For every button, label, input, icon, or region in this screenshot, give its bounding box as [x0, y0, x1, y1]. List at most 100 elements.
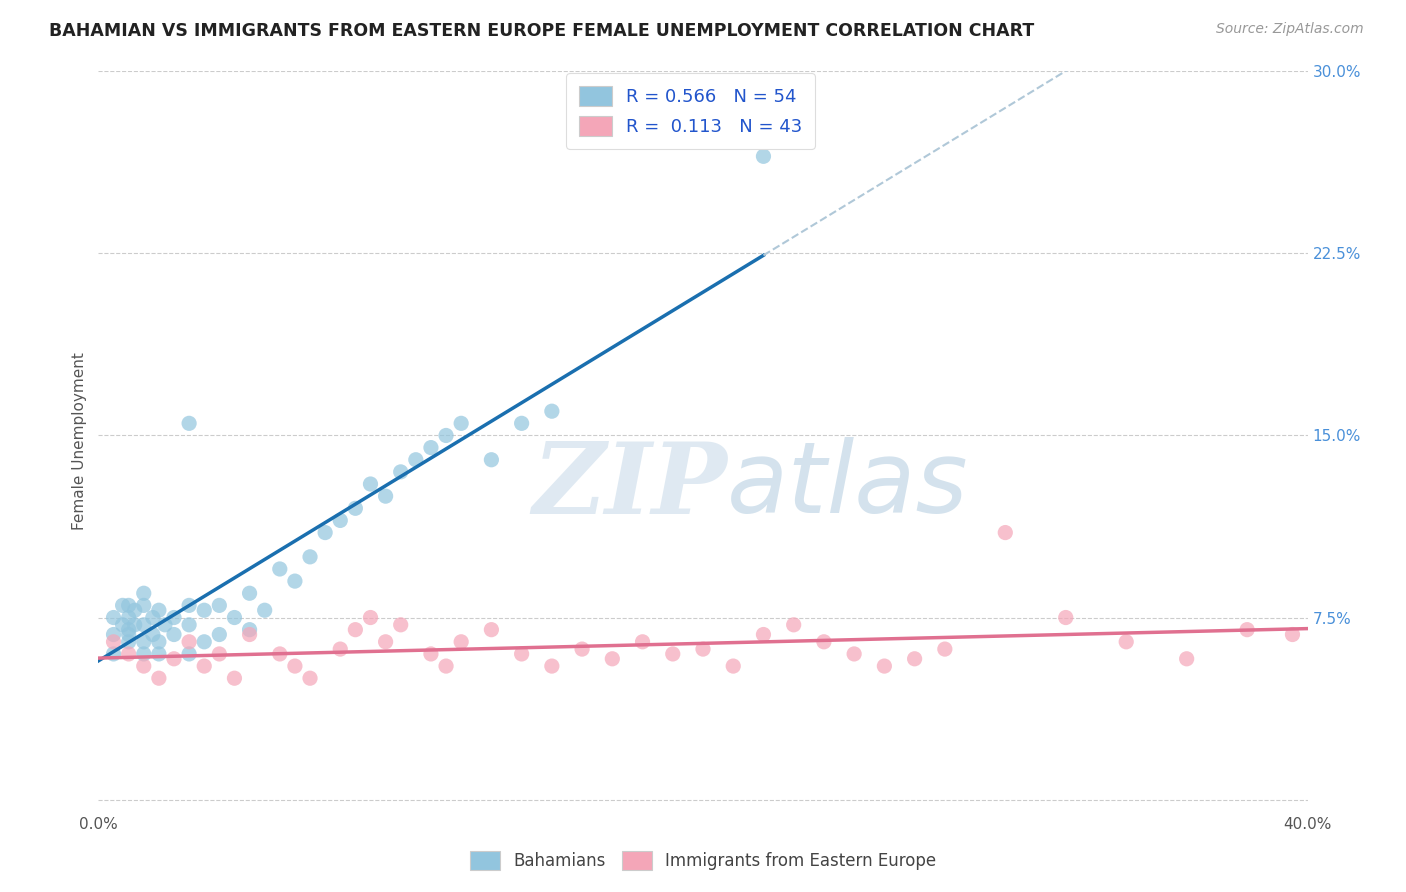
Point [103, 610, 125, 624]
Point [179, 617, 201, 632]
Point [661, 647, 683, 661]
Point [752, 627, 775, 641]
Point [103, 627, 125, 641]
Point [314, 525, 336, 540]
Point [118, 635, 141, 649]
Point [142, 627, 165, 641]
Point [142, 610, 165, 624]
Text: BAHAMIAN VS IMMIGRANTS FROM EASTERN EUROPE FEMALE UNEMPLOYMENT CORRELATION CHART: BAHAMIAN VS IMMIGRANTS FROM EASTERN EURO… [49, 22, 1035, 40]
Point [481, 452, 503, 467]
Point [1175, 652, 1198, 666]
Point [329, 642, 352, 657]
Point [208, 647, 231, 661]
Point [179, 599, 201, 613]
Point [510, 417, 533, 431]
Point [602, 652, 624, 666]
Y-axis label: Female Unemployment: Female Unemployment [72, 352, 87, 531]
Point [148, 603, 170, 617]
Point [163, 610, 186, 624]
Point [239, 623, 262, 637]
Point [1115, 635, 1137, 649]
Point [994, 525, 1017, 540]
Point [118, 610, 141, 624]
Point [224, 671, 246, 685]
Point [434, 428, 457, 442]
Point [344, 623, 367, 637]
Point [193, 635, 215, 649]
Point [481, 623, 503, 637]
Point [299, 549, 322, 564]
Point [208, 599, 231, 613]
Text: Source: ZipAtlas.com: Source: ZipAtlas.com [1216, 22, 1364, 37]
Point [723, 659, 745, 673]
Point [904, 652, 927, 666]
Point [148, 635, 170, 649]
Point [405, 452, 427, 467]
Point [783, 617, 806, 632]
Legend: Bahamians, Immigrants from Eastern Europe: Bahamians, Immigrants from Eastern Europ… [463, 844, 943, 877]
Point [752, 149, 775, 163]
Point [540, 404, 562, 418]
Point [132, 599, 155, 613]
Point [132, 635, 155, 649]
Point [374, 635, 396, 649]
Point [329, 513, 352, 527]
Point [111, 599, 134, 613]
Point [124, 617, 146, 632]
Point [103, 635, 125, 649]
Point [118, 627, 141, 641]
Legend: R = 0.566   N = 54, R =  0.113   N = 43: R = 0.566 N = 54, R = 0.113 N = 43 [567, 73, 815, 149]
Point [450, 635, 472, 649]
Point [389, 465, 412, 479]
Point [118, 647, 141, 661]
Point [179, 647, 201, 661]
Point [132, 586, 155, 600]
Point [934, 642, 956, 657]
Point [360, 610, 382, 624]
Point [163, 627, 186, 641]
Point [540, 659, 562, 673]
Point [571, 642, 593, 657]
Point [692, 642, 714, 657]
Point [284, 574, 307, 588]
Point [450, 417, 472, 431]
Point [193, 659, 215, 673]
Point [813, 635, 835, 649]
Point [153, 617, 176, 632]
Point [420, 647, 443, 661]
Point [374, 489, 396, 503]
Point [1236, 623, 1258, 637]
Point [103, 647, 125, 661]
Point [1054, 610, 1077, 624]
Text: atlas: atlas [727, 437, 969, 534]
Point [132, 647, 155, 661]
Point [420, 441, 443, 455]
Point [299, 671, 322, 685]
Point [179, 635, 201, 649]
Point [253, 603, 276, 617]
Point [193, 603, 215, 617]
Point [389, 617, 412, 632]
Point [132, 617, 155, 632]
Point [124, 603, 146, 617]
Point [208, 627, 231, 641]
Point [224, 610, 246, 624]
Point [111, 617, 134, 632]
Point [269, 562, 291, 576]
Point [873, 659, 896, 673]
Point [269, 647, 291, 661]
Point [163, 652, 186, 666]
Point [844, 647, 866, 661]
Text: ZIP: ZIP [533, 438, 727, 534]
Point [284, 659, 307, 673]
Point [510, 647, 533, 661]
Point [118, 599, 141, 613]
Point [344, 501, 367, 516]
Point [118, 623, 141, 637]
Point [434, 659, 457, 673]
Point [132, 659, 155, 673]
Point [239, 586, 262, 600]
Point [148, 647, 170, 661]
Point [148, 671, 170, 685]
Point [179, 417, 201, 431]
